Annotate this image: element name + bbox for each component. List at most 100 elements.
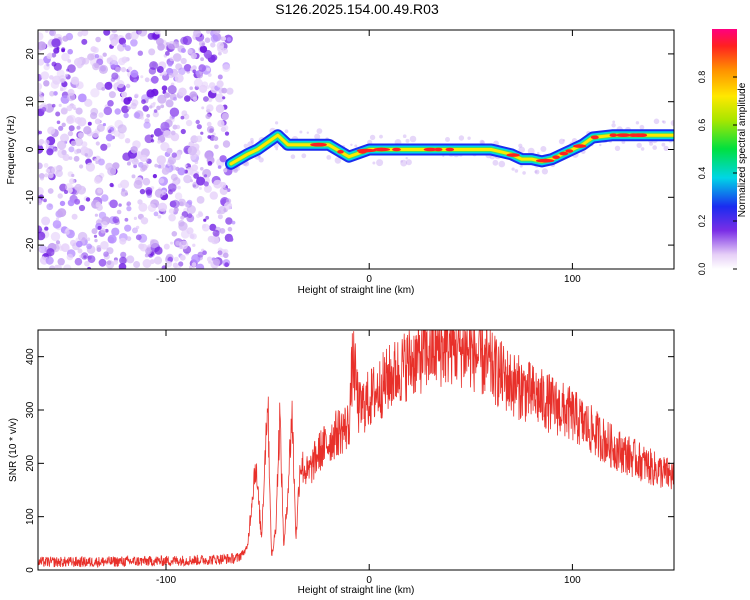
noise-speckle bbox=[51, 52, 57, 58]
noise-speckle bbox=[210, 42, 216, 48]
ridge-peak-mark bbox=[506, 153, 520, 157]
noise-speckle bbox=[180, 48, 186, 53]
y-tick-label: 20 bbox=[25, 48, 36, 60]
noise-speckle bbox=[98, 60, 102, 64]
noise-speckle bbox=[138, 202, 148, 212]
ridge-peak-mark bbox=[337, 150, 344, 154]
noise-speckle bbox=[174, 73, 184, 83]
noise-speckle bbox=[161, 167, 170, 175]
noise-speckle bbox=[124, 217, 129, 222]
noise-speckle bbox=[190, 52, 197, 60]
ridge-halo-speckle bbox=[301, 153, 307, 159]
noise-speckle bbox=[85, 162, 95, 172]
ridge-halo-speckle bbox=[537, 151, 540, 155]
noise-speckle bbox=[64, 190, 68, 194]
noise-speckle bbox=[173, 256, 179, 262]
noise-speckle bbox=[127, 106, 131, 110]
ridge-halo-speckle bbox=[275, 147, 279, 151]
noise-speckle bbox=[73, 58, 83, 67]
noise-speckle bbox=[121, 56, 128, 63]
noise-speckle bbox=[133, 164, 138, 169]
ridge-peak-mark bbox=[377, 147, 386, 152]
noise-speckle bbox=[218, 51, 222, 56]
noise-speckle bbox=[77, 248, 83, 254]
noise-speckle bbox=[225, 143, 229, 148]
noise-speckle bbox=[67, 48, 73, 55]
noise-speckle bbox=[62, 35, 69, 42]
y-tick-label: 0 bbox=[25, 567, 36, 573]
ridge-halo-speckle bbox=[405, 159, 412, 166]
noise-speckle bbox=[60, 107, 68, 115]
noise-speckle bbox=[74, 257, 83, 266]
noise-speckle bbox=[86, 237, 91, 241]
y-tick-label: 10 bbox=[25, 96, 36, 108]
noise-speckle bbox=[147, 203, 157, 212]
noise-speckle bbox=[104, 228, 109, 233]
noise-speckle bbox=[170, 241, 173, 245]
noise-speckle bbox=[189, 265, 193, 269]
noise-speckle bbox=[203, 184, 212, 193]
spectrogram-noise-cloud bbox=[38, 30, 674, 269]
noise-speckle bbox=[150, 75, 159, 84]
noise-speckle bbox=[67, 64, 76, 73]
noise-speckle bbox=[205, 113, 211, 120]
noise-speckle bbox=[96, 247, 102, 253]
noise-speckle bbox=[100, 228, 106, 234]
noise-speckle bbox=[142, 177, 151, 186]
noise-speckle bbox=[68, 125, 75, 132]
ridge-halo-speckle bbox=[334, 157, 342, 164]
noise-speckle bbox=[209, 223, 217, 231]
noise-speckle bbox=[68, 146, 75, 153]
noise-speckle bbox=[55, 111, 61, 117]
noise-speckle bbox=[103, 251, 109, 257]
noise-speckle bbox=[97, 225, 102, 230]
ridge-halo-speckle bbox=[400, 159, 408, 167]
noise-speckle bbox=[156, 66, 164, 73]
noise-speckle bbox=[222, 124, 229, 131]
noise-speckle bbox=[206, 125, 215, 134]
noise-speckle bbox=[86, 243, 92, 250]
noise-speckle bbox=[45, 256, 54, 265]
snr-x-ticks: -100 0 100 bbox=[156, 330, 581, 586]
noise-speckle bbox=[165, 92, 171, 98]
noise-speckle bbox=[130, 146, 138, 154]
noise-speckle bbox=[64, 73, 69, 77]
noise-speckle bbox=[50, 128, 59, 137]
ridge-halo-speckle bbox=[522, 171, 526, 175]
ridge-halo-speckle bbox=[275, 121, 279, 125]
ridge-peak-mark bbox=[536, 158, 555, 163]
noise-speckle bbox=[94, 213, 98, 217]
noise-speckle bbox=[105, 133, 114, 142]
noise-speckle bbox=[207, 235, 215, 243]
noise-speckle bbox=[111, 227, 120, 236]
noise-speckle bbox=[101, 194, 109, 202]
y-tick-label: 200 bbox=[25, 455, 36, 472]
ridge-halo-speckle bbox=[612, 120, 616, 124]
noise-speckle bbox=[221, 87, 228, 94]
noise-speckle bbox=[225, 198, 232, 204]
noise-speckle bbox=[91, 130, 99, 138]
ridge-halo-speckle bbox=[467, 136, 471, 140]
ridge-core bbox=[229, 133, 674, 166]
noise-speckle bbox=[207, 73, 212, 77]
noise-speckle bbox=[199, 40, 206, 47]
ridge-halo-speckle bbox=[518, 146, 525, 154]
noise-speckle bbox=[199, 45, 208, 53]
noise-speckle bbox=[39, 176, 45, 181]
noise-speckle bbox=[216, 80, 224, 88]
ridge-peak-mark bbox=[423, 147, 438, 152]
noise-speckle bbox=[201, 223, 210, 232]
noise-speckle bbox=[109, 54, 118, 64]
noise-speckle bbox=[44, 226, 49, 231]
noise-speckle bbox=[214, 144, 219, 150]
noise-speckle bbox=[222, 36, 227, 41]
x-tick-label: 0 bbox=[366, 274, 372, 285]
noise-speckle bbox=[153, 211, 159, 217]
ridge-halo-speckle bbox=[243, 143, 248, 148]
ridge-halo-speckle bbox=[376, 159, 384, 167]
noise-speckle bbox=[47, 172, 54, 179]
noise-speckle bbox=[133, 78, 138, 83]
noise-speckle bbox=[157, 202, 168, 212]
noise-speckle bbox=[57, 193, 63, 199]
noise-speckle bbox=[124, 138, 131, 144]
